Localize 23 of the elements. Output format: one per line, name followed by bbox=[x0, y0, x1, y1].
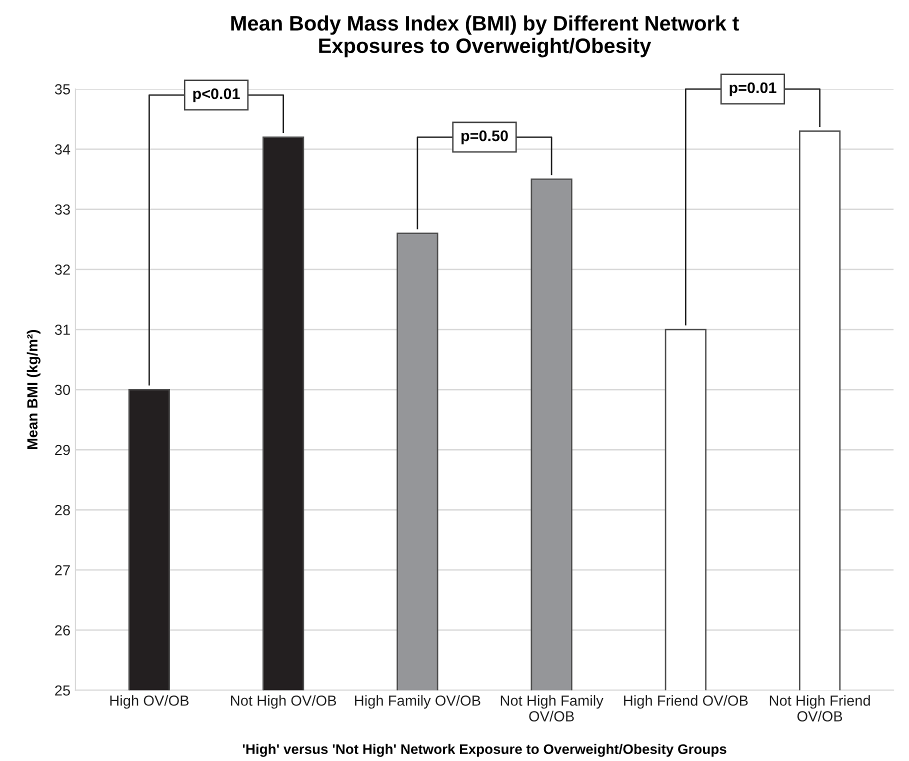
x-tick-label: Not High OV/OB bbox=[231, 695, 336, 709]
y-tick-label: 34 bbox=[54, 144, 70, 155]
x-tick-label: Not High Family OV/OB bbox=[500, 695, 604, 722]
x-tick-label: High OV/OB bbox=[110, 695, 189, 709]
y-tick-label: 25 bbox=[55, 685, 70, 696]
y-tick-label: 35 bbox=[54, 84, 70, 94]
annotation: p=0.50 bbox=[462, 130, 508, 144]
chart-title: Mean Body Mass Index (BMI) by Different Network t Exposures to Overweight/Obesity bbox=[231, 15, 739, 58]
x-tick-label: Not High Friend OV/OB bbox=[770, 695, 870, 722]
y-tick-label: 29 bbox=[55, 444, 70, 456]
y-tick-label: 27 bbox=[55, 565, 70, 576]
y-tick-label: 28 bbox=[55, 504, 70, 516]
x-axis-title: 'High' versus 'Not High' Network Exposure to Overweight/Obesity Groups bbox=[242, 744, 726, 757]
y-tick-label: 32 bbox=[54, 264, 70, 275]
y-tick-label: 30 bbox=[54, 384, 70, 396]
x-tick-label: High Family OV/OB bbox=[355, 695, 480, 709]
y-tick-label: 31 bbox=[54, 324, 70, 335]
y-axis-title: Mean BMI (kg/m²) bbox=[26, 330, 40, 450]
x-tick-label: High Friend OV/OB bbox=[624, 695, 748, 709]
annotation: p<0.01 bbox=[193, 88, 240, 102]
y-tick-label: 26 bbox=[55, 625, 70, 636]
y-tick-label: 33 bbox=[54, 204, 70, 215]
annotation: p=0.01 bbox=[730, 82, 776, 96]
